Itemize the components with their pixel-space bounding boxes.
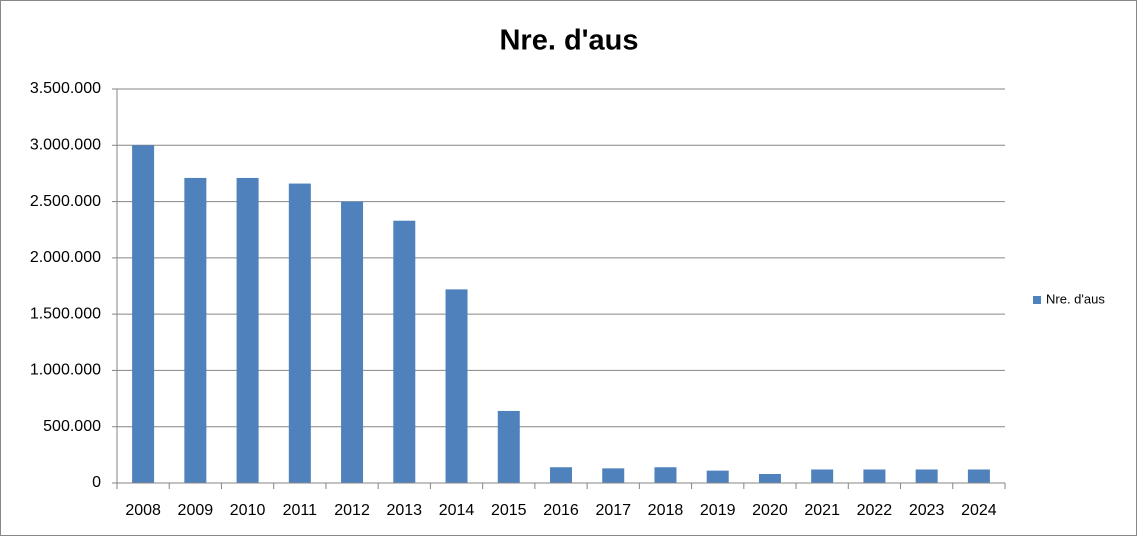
bar — [967, 469, 990, 483]
bar — [497, 410, 520, 483]
x-tick-label: 2016 — [543, 502, 579, 519]
x-tick-label: 2022 — [857, 502, 893, 519]
legend-swatch — [1033, 296, 1041, 304]
bar — [184, 177, 207, 483]
x-tick-label: 2012 — [334, 502, 370, 519]
chart-title: Nre. d'aus — [499, 25, 638, 57]
x-tick-label: 2021 — [804, 502, 840, 519]
x-tick-label: 2020 — [752, 502, 788, 519]
x-tick-label: 2011 — [283, 502, 318, 519]
x-tick-label: 2009 — [178, 502, 214, 519]
bar — [706, 470, 729, 483]
x-tick-label: 2024 — [961, 502, 997, 519]
x-tick-label: 2013 — [386, 502, 422, 519]
y-tick-label: 0 — [92, 474, 101, 491]
x-tick-label: 2010 — [230, 502, 266, 519]
y-tick-label: 1.500.000 — [30, 305, 101, 322]
y-tick-label: 3.500.000 — [30, 80, 101, 97]
x-tick-label: 2018 — [648, 502, 684, 519]
x-tick-label: 2023 — [909, 502, 945, 519]
bar — [236, 177, 259, 483]
bar — [758, 473, 781, 483]
bar — [341, 201, 364, 484]
y-tick-label: 3.000.000 — [30, 137, 101, 154]
y-tick-label: 2.000.000 — [30, 249, 101, 266]
y-tick-label: 2.500.000 — [30, 193, 101, 210]
x-tick-label: 2017 — [595, 502, 631, 519]
y-tick-label: 500.000 — [43, 418, 101, 435]
bar — [863, 469, 886, 483]
bar — [550, 467, 572, 483]
legend-label: Nre. d'aus — [1046, 291, 1105, 306]
bar — [602, 468, 625, 483]
bar — [811, 469, 834, 483]
y-tick-label: 1.000.000 — [30, 362, 101, 379]
bar — [915, 469, 938, 483]
bar — [654, 467, 677, 483]
bar — [288, 183, 311, 483]
x-tick-label: 2019 — [700, 502, 736, 519]
x-tick-label: 2014 — [439, 502, 475, 519]
x-tick-label: 2015 — [491, 502, 527, 519]
bar — [132, 145, 155, 484]
bar — [393, 220, 416, 484]
bar — [445, 289, 468, 483]
x-tick-label: 2008 — [125, 502, 161, 519]
